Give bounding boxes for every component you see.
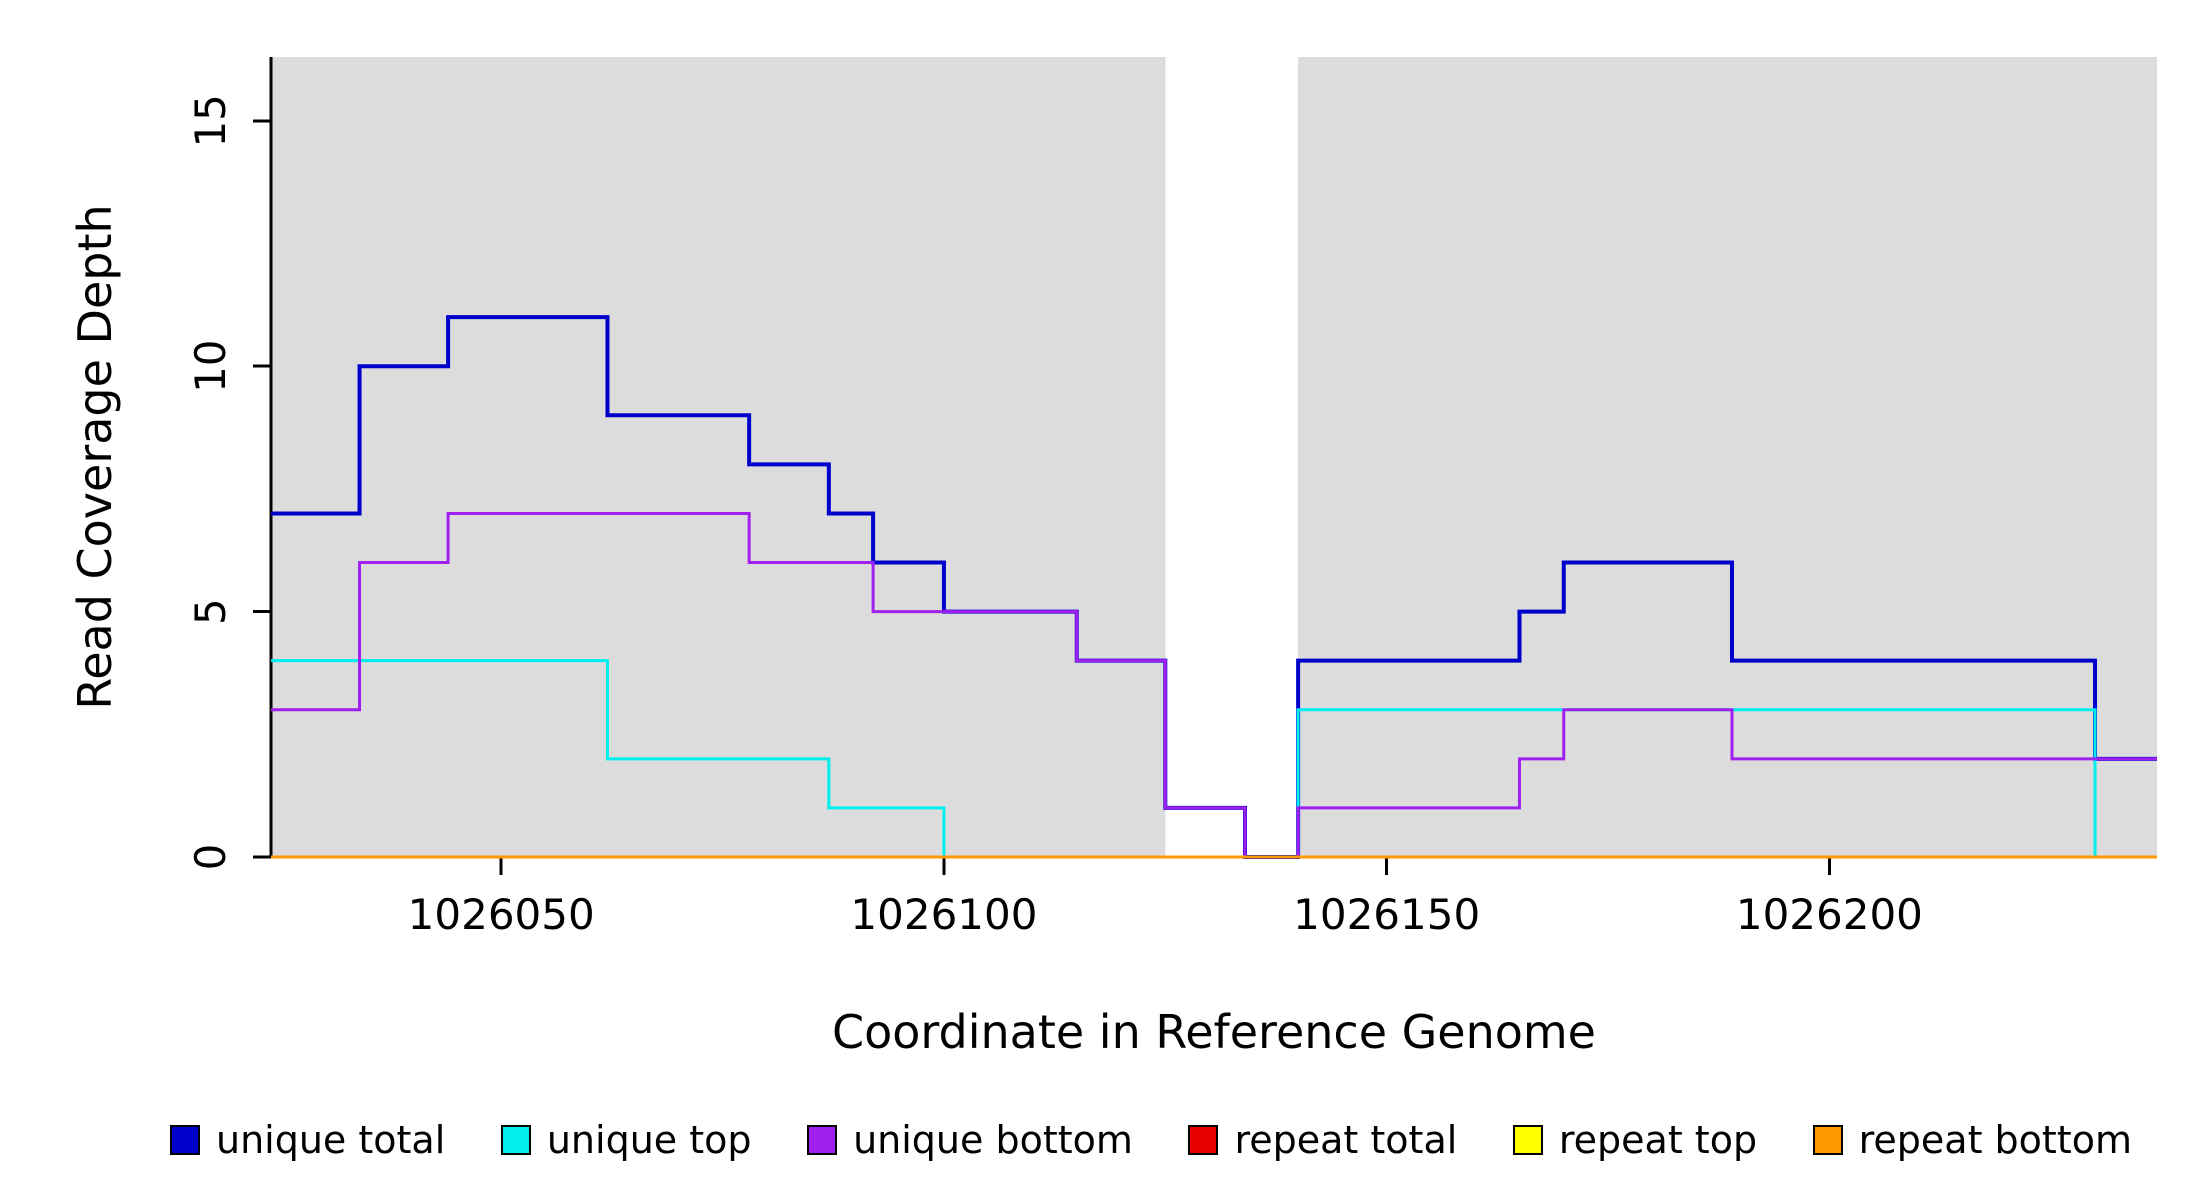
legend-label-repeat-bottom: repeat bottom [1858,1118,2132,1162]
legend-item-repeat-bottom: repeat bottom [1812,1118,2132,1162]
x-tick-label: 1026150 [1293,890,1480,939]
x-tick-label: 1026100 [850,890,1037,939]
legend: unique total unique top unique bottom repea… [170,1118,2132,1162]
legend-item-unique-top: unique top [500,1118,752,1162]
y-tick-label: 10 [186,339,235,392]
legend-label-unique-bottom: unique bottom [853,1118,1133,1162]
legend-label-unique-top: unique top [546,1118,752,1162]
legend-swatch-unique-total [170,1125,200,1155]
legend-swatch-unique-bottom [807,1125,838,1155]
legend-label-unique-total: unique total [216,1118,446,1162]
y-tick-label: 15 [186,94,235,147]
x-axis-title: Coordinate in Reference Genome [832,1005,1596,1059]
y-tick-label: 0 [186,844,235,871]
legend-swatch-repeat-bottom [1812,1125,1843,1155]
legend-item-repeat-top: repeat top [1512,1118,1758,1162]
y-tick-label: 5 [186,598,235,625]
legend-label-repeat-top: repeat top [1558,1118,1758,1162]
legend-swatch-repeat-top [1512,1125,1543,1155]
legend-item-unique-total: unique total [170,1118,445,1162]
series-line-unique-top [271,659,2157,859]
chart-canvas: 1026050 1026100 1026150 1026200 0 5 10 15 [186,57,2157,939]
legend-swatch-unique-top [500,1125,531,1155]
legend-item-repeat-total: repeat total [1188,1118,1457,1162]
series-line-unique-bottom [271,511,2157,859]
y-axis-title: Read Coverage Depth [68,204,122,710]
shaded-region-1 [271,57,1166,857]
shaded-region-2 [1298,57,2157,857]
legend-swatch-repeat-total [1188,1125,1219,1155]
legend-label-repeat-total: repeat total [1234,1118,1458,1162]
legend-item-unique-bottom: unique bottom [807,1118,1133,1162]
x-tick-label: 1026200 [1736,890,1923,939]
x-tick-label: 1026050 [408,890,595,939]
